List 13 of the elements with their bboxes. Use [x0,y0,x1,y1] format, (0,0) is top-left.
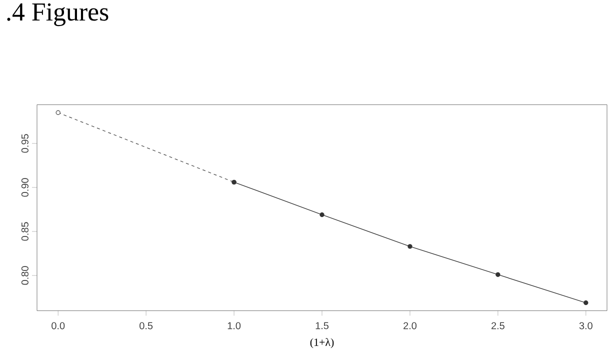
y-tick-label: 0.90 [21,178,28,197]
x-tick-label: 3.0 [579,322,592,330]
x-axis-title: (1+λ) [310,338,334,348]
y-tick-label: 0.85 [21,222,28,241]
x-tick-label: 1.0 [228,322,241,330]
x-tick-label: 1.5 [316,322,329,330]
x-tick-label: 2.0 [404,322,417,330]
x-tick-label: 0.5 [140,322,153,330]
y-tick-label: 0.80 [21,266,28,285]
y-tick-label: 0.95 [21,134,28,153]
x-tick-label: 0.0 [52,322,65,330]
x-tick-label: 2.5 [492,322,504,330]
chart-title: .4 Figures [7,3,108,26]
